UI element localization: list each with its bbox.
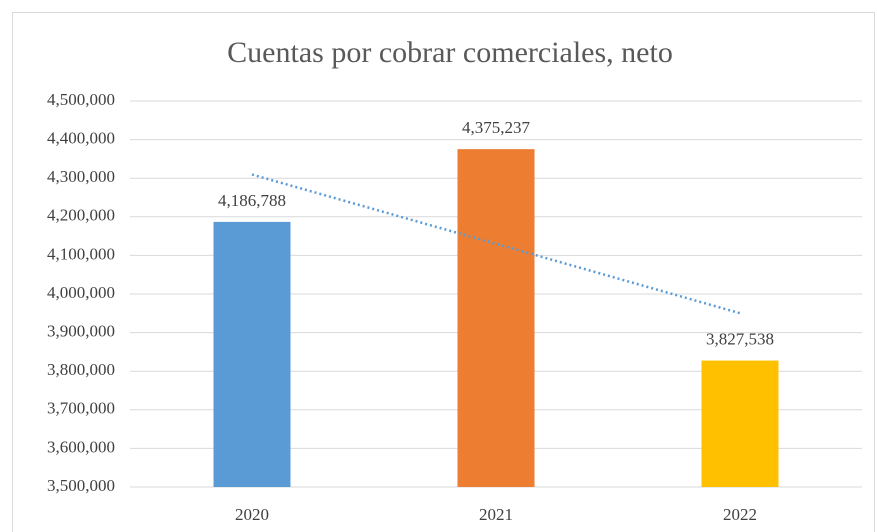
bar <box>457 149 535 488</box>
y-tick-label: 4,000,000 <box>47 283 115 302</box>
x-tick-label: 2020 <box>235 505 269 524</box>
y-tick-label: 3,900,000 <box>47 322 115 341</box>
chart-title: Cuentas por cobrar comerciales, neto <box>227 36 673 69</box>
y-tick-label: 4,100,000 <box>47 244 115 263</box>
y-tick-label: 3,500,000 <box>47 476 115 495</box>
data-label: 3,827,538 <box>706 329 774 348</box>
x-tick-label: 2021 <box>479 505 513 524</box>
y-tick-label: 4,500,000 <box>47 90 115 109</box>
bar <box>701 360 779 487</box>
y-tick-label: 3,600,000 <box>47 437 115 456</box>
y-tick-label: 4,200,000 <box>47 206 115 225</box>
y-tick-label: 3,700,000 <box>47 399 115 418</box>
y-tick-label: 4,400,000 <box>47 129 115 148</box>
y-tick-label: 4,300,000 <box>47 167 115 186</box>
bar <box>213 221 291 487</box>
data-label: 4,375,237 <box>462 118 531 137</box>
data-label: 4,186,788 <box>218 191 286 210</box>
x-tick-label: 2022 <box>723 505 757 524</box>
y-tick-label: 3,800,000 <box>47 360 115 379</box>
